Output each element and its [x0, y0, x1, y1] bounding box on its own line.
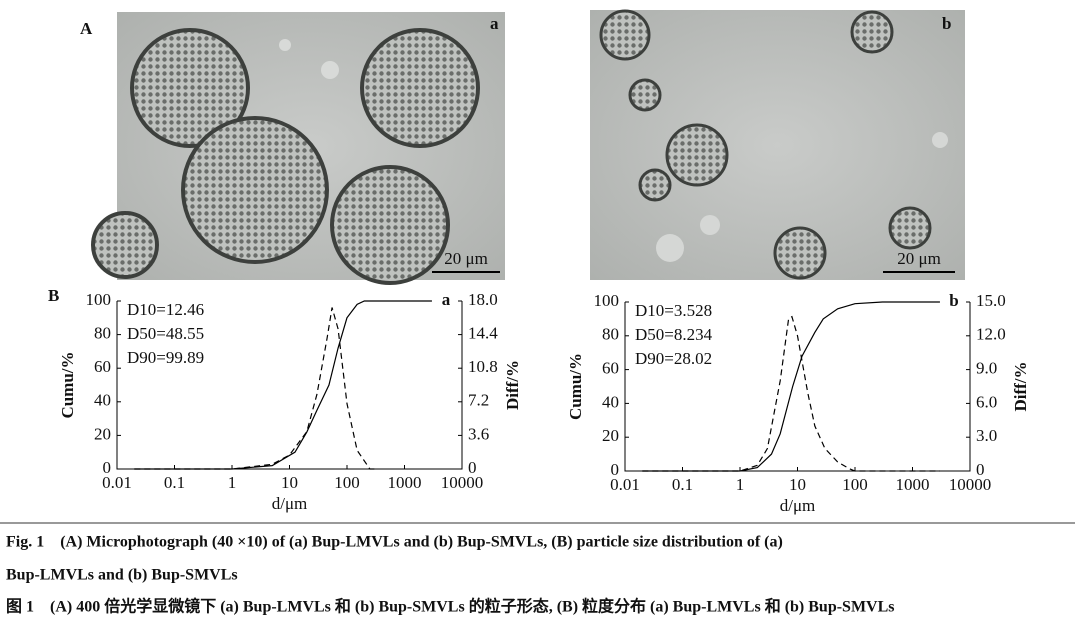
series-line	[642, 315, 940, 472]
annotation: D90=99.89	[127, 348, 204, 367]
caption-en: Fig. 1 (A) Microphotograph (40 ×10) of (…	[6, 534, 783, 551]
annotation: D50=8.234	[635, 325, 713, 344]
micrograph-label: a	[490, 14, 499, 33]
annotation: D90=28.02	[635, 349, 712, 368]
x-tick-label: 0.1	[672, 475, 693, 494]
y-tick-label: 100	[86, 290, 112, 309]
y2-tick-label: 15.0	[976, 291, 1006, 310]
y-axis-label: Cumu/%	[58, 351, 77, 418]
annotation: D10=3.528	[635, 301, 712, 320]
x-tick-label: 1000	[896, 475, 930, 494]
y-tick-label: 100	[594, 291, 620, 310]
y2-tick-label: 12.0	[976, 325, 1006, 344]
x-tick-label: 10	[789, 475, 806, 494]
y2-tick-label: 0	[976, 460, 985, 479]
micrograph: 20 μm b	[590, 9, 965, 280]
x-tick-label: 10	[281, 473, 298, 492]
y-tick-label: 20	[94, 424, 111, 443]
x-tick-label: 10000	[949, 475, 992, 494]
y2-tick-label: 10.8	[468, 357, 498, 376]
y2-tick-label: 0	[468, 458, 477, 477]
y2-axis-label: Diff/%	[503, 360, 522, 410]
y2-tick-label: 9.0	[976, 359, 997, 378]
y2-tick-label: 7.2	[468, 391, 489, 410]
panel-label: B	[48, 286, 59, 305]
x-tick-label: 1	[736, 475, 745, 494]
caption-zh: 图 1 (A) 400 倍光学显微镜下 (a) Bup-LMVLs 和 (b) …	[6, 597, 895, 616]
x-tick-label: 100	[334, 473, 360, 492]
y-tick-label: 20	[602, 426, 619, 445]
y2-tick-label: 18.0	[468, 290, 498, 309]
y2-tick-label: 14.4	[468, 324, 498, 343]
micrograph-label: b	[942, 14, 951, 33]
y2-axis-label: Diff/%	[1011, 361, 1030, 411]
annotation: D10=12.46	[127, 300, 204, 319]
y-tick-label: 40	[602, 392, 619, 411]
y-tick-label: 80	[94, 324, 111, 343]
x-axis-label: d/μm	[780, 496, 816, 515]
y-tick-label: 40	[94, 391, 111, 410]
scale-bar: 20 μm	[444, 249, 488, 268]
scale-bar: 20 μm	[897, 249, 941, 268]
x-axis-label: d/μm	[272, 494, 308, 513]
x-tick-label: 1	[228, 473, 237, 492]
chart-label: a	[442, 290, 451, 309]
annotation: D50=48.55	[127, 324, 204, 343]
series-line	[134, 307, 375, 470]
x-tick-label: 10000	[441, 473, 484, 492]
y-axis-label: Cumu/%	[566, 353, 585, 420]
x-tick-label: 0.01	[610, 475, 640, 494]
y-tick-label: 0	[611, 460, 620, 479]
y-tick-label: 60	[602, 359, 619, 378]
x-tick-label: 1000	[388, 473, 422, 492]
y-tick-label: 0	[103, 458, 112, 477]
y2-tick-label: 3.0	[976, 426, 997, 445]
series-line	[134, 300, 432, 470]
micrograph: 20 μm a	[91, 12, 505, 285]
x-tick-label: 0.1	[164, 473, 185, 492]
y2-tick-label: 6.0	[976, 392, 997, 411]
x-tick-label: 100	[842, 475, 868, 494]
caption-en: Bup-LMVLs and (b) Bup-SMVLs	[6, 567, 238, 584]
series-line	[642, 301, 940, 472]
panel-label: A	[80, 19, 93, 38]
y-tick-label: 60	[94, 357, 111, 376]
x-tick-label: 0.01	[102, 473, 132, 492]
chart-label: b	[949, 291, 958, 310]
y2-tick-label: 3.6	[468, 424, 489, 443]
y-tick-label: 80	[602, 325, 619, 344]
